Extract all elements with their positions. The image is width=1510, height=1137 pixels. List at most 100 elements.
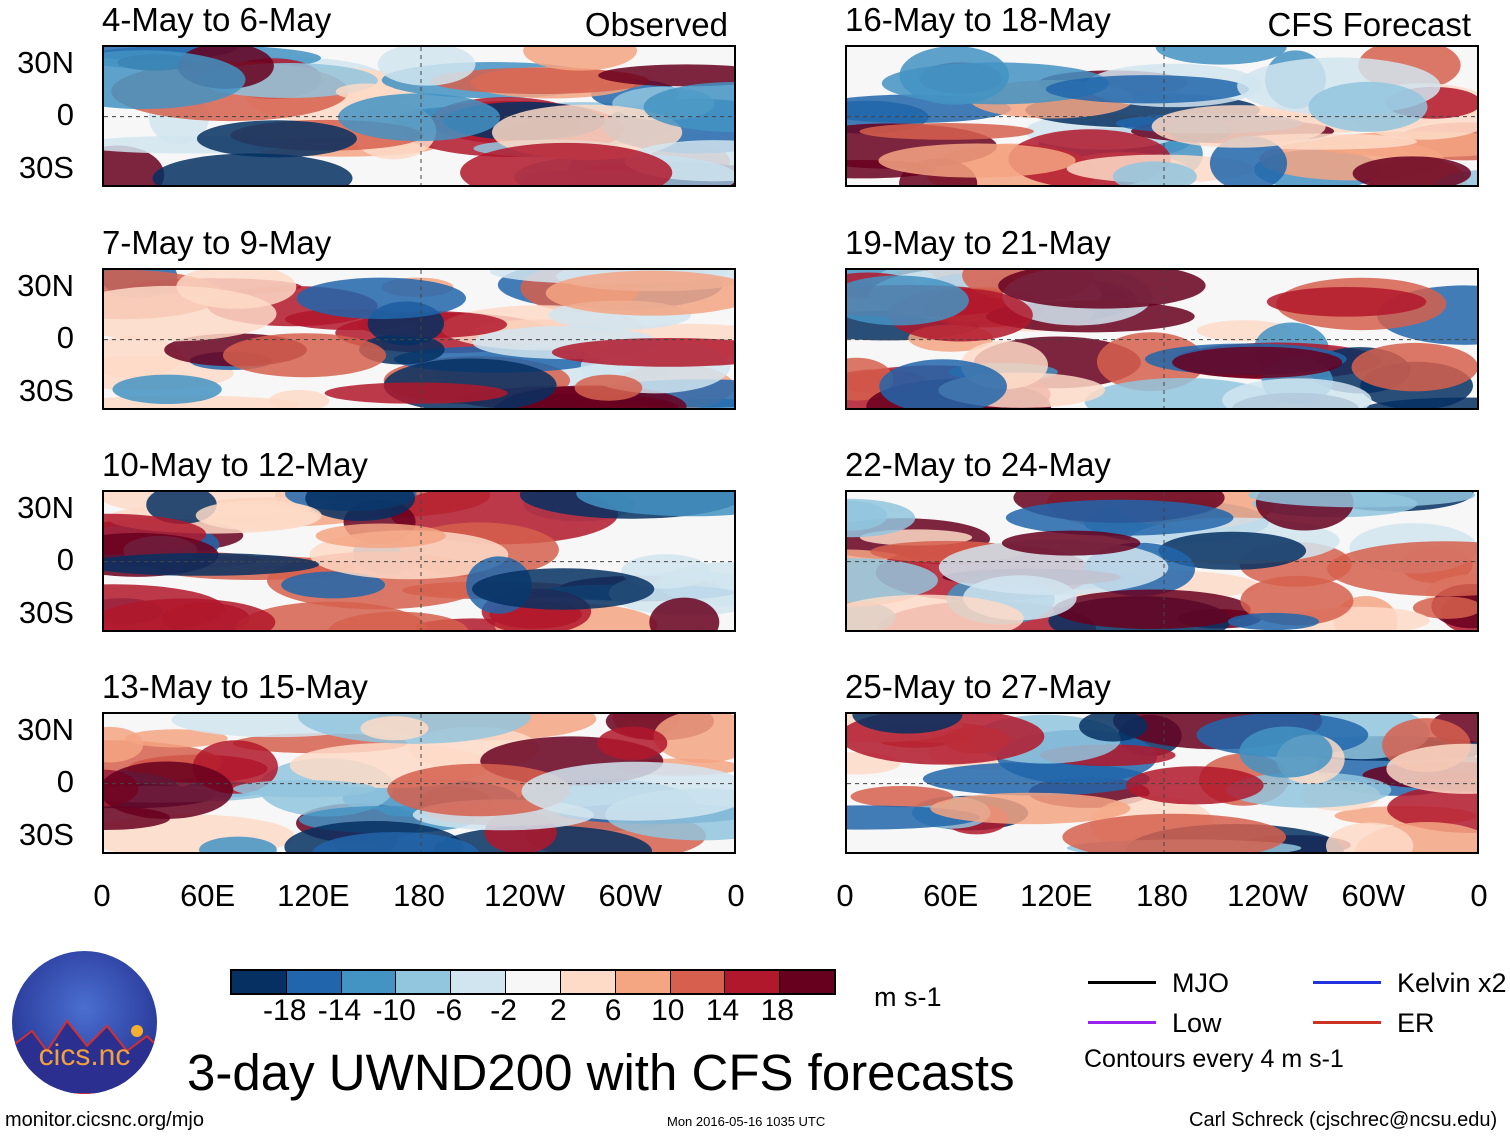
colorbar-units: m s-1 (874, 982, 942, 1012)
wind-anomaly-blob (847, 558, 938, 603)
wind-anomaly-blob (196, 120, 357, 158)
wind-anomaly-blob (850, 785, 954, 808)
map-panel (845, 490, 1479, 632)
colorbar-swatch (560, 971, 616, 993)
wind-anomaly-blob (305, 492, 416, 521)
x-tick-label: 60W (598, 878, 663, 913)
logo-text: cics.nc (38, 1039, 131, 1072)
wind-anomaly-blob (104, 553, 320, 576)
wind-anomaly-blob (1155, 47, 1287, 65)
legend-label: ER (1397, 1008, 1435, 1038)
y-tick-label: 30N (17, 45, 74, 80)
wind-anomaly-blob (1079, 714, 1148, 742)
wind-anomaly-blob (1226, 772, 1392, 808)
x-tick-label: 0 (727, 878, 745, 913)
colorbar-tick-label: -18 (263, 994, 307, 1027)
wind-anomaly-blob (1387, 783, 1477, 833)
wind-anomaly-blob (1326, 822, 1414, 852)
wind-anomaly-blob (104, 50, 246, 110)
wind-anomaly-blob (1248, 492, 1476, 508)
panel-title: 16-May to 18-May (845, 1, 1111, 38)
map-panel (102, 490, 736, 632)
wind-anomaly-blob (1125, 766, 1264, 805)
wind-anomaly-blob (847, 594, 1024, 630)
wind-anomaly-blob (360, 716, 429, 741)
y-tick-label: 0 (56, 542, 74, 577)
wind-anomaly-blob (597, 726, 668, 760)
colorbar-tick-label: 14 (705, 994, 740, 1027)
footer-timestamp: Mon 2016-05-16 1035 UTC (667, 1114, 826, 1129)
wind-anomaly-blob (653, 714, 734, 763)
x-tick-label: 60E (923, 878, 979, 913)
wind-anomaly-blob (1172, 346, 1343, 379)
wind-anomaly-blob (847, 275, 969, 326)
wind-anomaly-blob (859, 123, 1034, 140)
panel-title: 10-May to 12-May (102, 446, 368, 483)
wind-anomaly-blob (124, 729, 228, 748)
x-tick-label: 0 (836, 878, 854, 913)
colorbar-tick-label: 10 (651, 994, 685, 1027)
wind-anomaly-blob (1151, 105, 1326, 148)
colorbar-tick-label: 2 (550, 994, 567, 1027)
panel-title: 7-May to 9-May (102, 224, 332, 261)
wind-anomaly-blob (377, 47, 476, 86)
colorbar-swatch (615, 971, 671, 993)
wind-anomaly-blob (315, 523, 446, 549)
panel-title: 19-May to 21-May (845, 224, 1111, 261)
x-tick-label: 180 (393, 878, 445, 913)
wind-anomaly-blob (234, 601, 428, 630)
legend-line-low (1088, 1021, 1156, 1024)
wind-anomaly-blob (233, 780, 376, 798)
wind-anomaly-blob (338, 93, 501, 142)
legend-label: MJO (1172, 968, 1229, 998)
y-tick-label: 0 (56, 320, 74, 355)
wind-anomaly-blob (1412, 596, 1477, 619)
wind-anomaly-blob (312, 832, 479, 852)
y-tick-label: 30S (18, 150, 74, 185)
colorbar-tick-label: -10 (372, 994, 416, 1027)
y-tick-label: 30N (17, 268, 74, 303)
wind-anomaly-blob (998, 270, 1206, 309)
map-panel (102, 45, 736, 187)
logo: cics.nc (12, 951, 157, 1094)
x-tick-label: 120E (1020, 878, 1093, 913)
y-tick-label: 0 (56, 764, 74, 799)
wind-anomaly-blob (938, 539, 1169, 596)
legend-label: Low (1172, 1008, 1222, 1038)
y-tick-label: 30S (18, 373, 74, 408)
wind-anomaly-blob (649, 597, 720, 630)
colorbar-tick-label: 18 (760, 994, 794, 1027)
colorbar-swatch (232, 971, 287, 993)
wind-anomaly-blob (152, 153, 353, 185)
wind-anomaly-blob (199, 836, 277, 852)
footer-url: monitor.cicsnc.org/mjo (5, 1109, 204, 1131)
wind-anomaly-blob (1222, 378, 1372, 408)
wind-anomaly-blob (1239, 726, 1333, 778)
wind-anomaly-blob (1062, 813, 1286, 852)
wind-anomaly-blob (1351, 342, 1477, 392)
y-tick-label: 0 (56, 97, 74, 132)
wind-anomaly-blob (1158, 531, 1307, 570)
x-tick-label: 120E (277, 878, 350, 913)
panel-title: 25-May to 27-May (845, 668, 1111, 705)
map-panel (845, 712, 1479, 854)
wind-anomaly-blob (852, 714, 963, 734)
wind-anomaly-blob (1266, 286, 1427, 317)
colorbar-swatch (506, 971, 561, 993)
colorbar-swatch (341, 971, 397, 993)
wind-anomaly-blob (195, 500, 322, 531)
chart-title: 3-day UWND200 with CFS forecasts (187, 1044, 1015, 1101)
map-panel (102, 268, 736, 410)
x-tick-label: 60E (180, 878, 236, 913)
x-tick-label: 0 (93, 878, 111, 913)
wind-anomaly-blob (1005, 499, 1234, 536)
wind-anomaly-blob (296, 277, 466, 320)
wind-anomaly-blob (104, 145, 165, 185)
wind-anomaly-blob (576, 492, 734, 517)
colorbar-tick-label: -2 (490, 994, 517, 1027)
wind-anomaly-blob (460, 142, 673, 185)
x-tick-label: 120W (1227, 878, 1309, 913)
x-tick-label: 60W (1341, 878, 1406, 913)
colorbar-swatch (286, 971, 342, 993)
wind-anomaly-blob (1227, 612, 1320, 630)
